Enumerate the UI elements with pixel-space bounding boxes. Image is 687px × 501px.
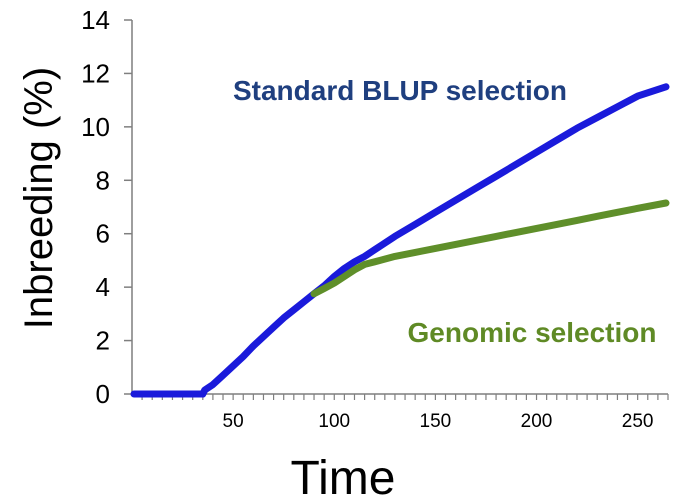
y-axis-title: Inbreeding (%) [17,67,61,329]
series-label-blup: Standard BLUP selection [233,75,567,106]
y-tick-label: 12 [81,58,110,88]
x-tick-label: 50 [223,411,244,432]
chart-series [130,83,670,398]
series-line-blup [130,83,670,398]
series-label-genomic: Genomic selection [408,317,657,348]
y-tick-label: 8 [96,165,110,195]
y-tick-label: 4 [96,272,110,302]
y-tick-label: 6 [96,219,110,249]
x-tick-label: 200 [521,411,553,432]
chart-axes: 0 2 4 6 8 10 12 14 50 100 150 200 250 [81,5,669,432]
y-tick-label: 14 [81,5,110,35]
x-tick-label: 250 [622,411,654,432]
x-tick-label: 100 [318,411,350,432]
series-line-genomic [310,199,670,298]
y-tick-label: 2 [96,326,110,356]
x-axis-title: Time [291,452,396,501]
y-tick-label: 10 [81,112,110,142]
y-tick-label: 0 [96,379,110,409]
x-tick-label: 150 [420,411,452,432]
